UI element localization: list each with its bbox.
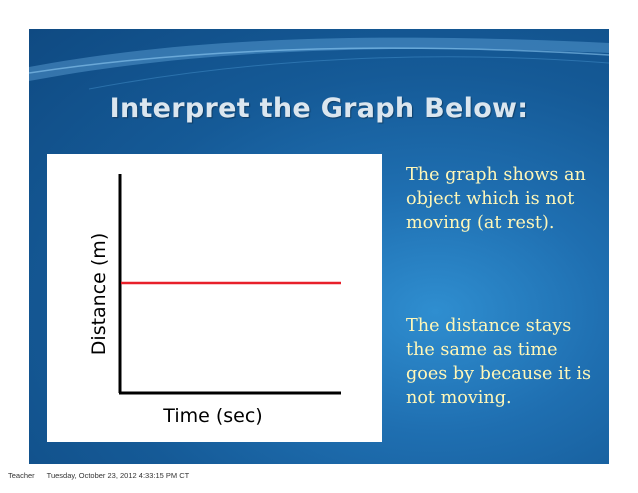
distance-time-graph: Distance (m) Time (sec) bbox=[88, 174, 341, 427]
explanation-paragraph-1: The graph shows an object which is not m… bbox=[406, 165, 586, 233]
slide: Interpret the Graph Below: Distance (m) … bbox=[29, 29, 609, 464]
y-axis-label: Distance (m) bbox=[88, 233, 110, 355]
decorative-swoosh bbox=[29, 37, 609, 90]
slide-title: Interpret the Graph Below: bbox=[109, 93, 529, 124]
graph-panel: Distance (m) Time (sec) bbox=[47, 154, 382, 442]
explanation-paragraph-2: The distance stays the same as time goes… bbox=[406, 316, 592, 408]
x-axis-label: Time (sec) bbox=[162, 405, 262, 427]
footer-timestamp: Tuesday, October 23, 2012 4:33:15 PM CT bbox=[46, 471, 190, 480]
footer-author: Teacher bbox=[8, 471, 35, 480]
footer: Teacher Tuesday, October 23, 2012 4:33:1… bbox=[8, 471, 199, 480]
